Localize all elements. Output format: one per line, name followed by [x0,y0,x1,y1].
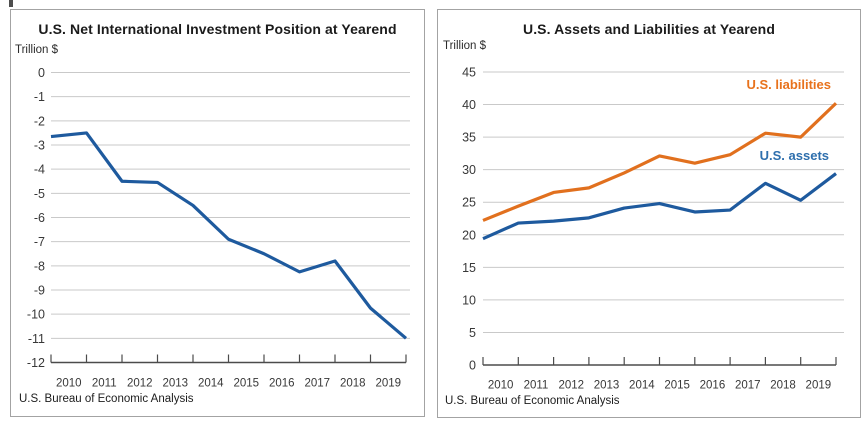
series-line-liabilities [482,102,838,222]
y-axis-tick-label: -5 [34,187,45,201]
y-axis-tick-label: 25 [462,196,476,210]
y-axis-tick-label: 5 [469,326,476,340]
x-axis-tick-label: 2019 [375,378,401,390]
series-label-assets: U.S. assets [759,148,829,163]
source-attribution: U.S. Bureau of Economic Analysis [19,393,194,405]
x-axis-tick-label: 2010 [488,380,514,392]
x-axis-tick-label: 2012 [127,378,153,390]
y-axis-tick-label: -11 [28,332,45,346]
x-axis-tick-label: 2017 [735,380,761,392]
x-axis-tick-label: 2014 [198,378,224,390]
y-axis-tick-label: 15 [462,261,476,275]
y-axis-tick-label: 10 [462,293,476,307]
y-axis-tick-label: -3 [34,139,45,153]
series-line-niip [50,131,408,340]
y-axis-tick-label: -1 [34,90,45,104]
x-axis-tick-label: 2015 [233,378,259,390]
y-axis-unit-label: Trillion $ [15,44,59,56]
x-axis-tick-label: 2011 [92,378,117,390]
y-axis-tick-label: 35 [462,131,476,145]
x-axis-tick-label: 2017 [304,378,330,390]
y-axis-tick-label: -12 [27,356,45,370]
niip-chart-title: U.S. Net International Investment Positi… [38,21,397,37]
screenshot-artifact-mark [9,0,13,7]
y-axis-unit-label: Trillion $ [443,40,487,52]
series-label-liabilities: U.S. liabilities [746,77,831,92]
niip-chart-panel: U.S. Net International Investment Positi… [10,9,425,417]
y-axis-tick-label: 40 [462,98,476,112]
y-axis-tick-label: 30 [462,163,476,177]
y-axis-tick-label: -10 [27,308,45,322]
y-axis-tick-label: -9 [34,284,45,298]
assets-liabilities-chart-panel: U.S. Assets and Liabilities at Yearend T… [437,9,861,418]
assets-liabilities-chart-title: U.S. Assets and Liabilities at Yearend [522,21,775,37]
series-line-assets [482,172,837,241]
y-axis-tick-label: -6 [34,211,45,225]
y-axis-tick-label: -7 [34,235,45,249]
x-axis-tick-label: 2011 [524,380,549,392]
x-axis-tick-label: 2016 [269,378,295,390]
y-axis-tick-label: -8 [34,259,45,273]
x-axis-tick-label: 2012 [558,380,584,392]
x-axis-tick-label: 2018 [340,378,366,390]
y-axis-tick-label: -4 [34,163,45,177]
y-axis-tick-label: 20 [462,228,476,242]
y-axis-tick-label: -2 [34,114,45,128]
source-attribution: U.S. Bureau of Economic Analysis [445,395,620,407]
y-axis-tick-label: 0 [469,359,476,373]
x-axis-tick-label: 2010 [56,378,82,390]
x-axis-tick-label: 2015 [664,380,690,392]
x-axis-tick-label: 2014 [629,380,655,392]
niip-line-chart-plot-area: 0 -1 -2 -3 -4 -5 -6 -7 -8 -9 -10 -11 -12 2010 2011 2012… [27,66,410,390]
x-axis-tick-label: 2013 [162,378,188,390]
x-axis-tick-label: 2019 [806,380,832,392]
x-axis-tick-label: 2013 [594,380,620,392]
y-axis-tick-label: 45 [462,66,476,80]
x-axis-tick-label: 2016 [700,380,726,392]
x-axis-tick-label: 2018 [770,380,796,392]
y-axis-tick-label: 0 [38,66,45,80]
